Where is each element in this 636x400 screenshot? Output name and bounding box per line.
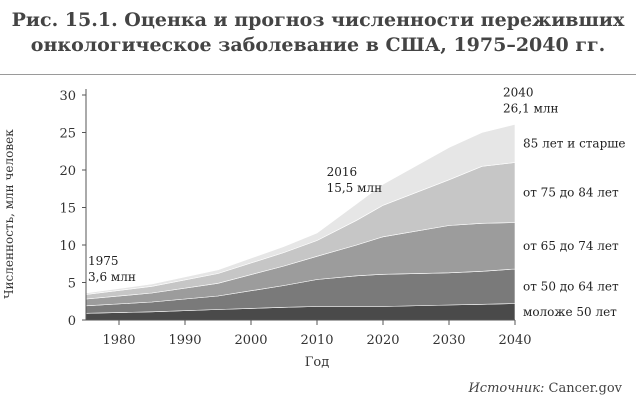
- x-tick-label: 2020: [366, 333, 399, 348]
- x-tick-label: 1990: [168, 333, 201, 348]
- series-label-2: от 50 до 64 лет: [523, 279, 619, 293]
- annotation-year: 2040: [503, 85, 534, 99]
- x-tick-label: 2010: [300, 333, 333, 348]
- axes: [85, 89, 515, 321]
- y-tick-label: 0: [68, 314, 76, 329]
- annotation-value: 26,1 млн: [503, 101, 559, 115]
- x-tick-label: 2040: [498, 333, 531, 348]
- y-tick-label: 20: [59, 164, 76, 179]
- figure-title: Рис. 15.1. Оценка и прогноз численности …: [0, 8, 636, 58]
- annotation-year: 1975: [88, 254, 119, 268]
- x-tick-label: 1980: [102, 333, 135, 348]
- annotations: 1975 3,6 млн 2016 15,5 млн 2040 26,1 млн: [88, 85, 559, 284]
- tick-labels: 0 5 10 15 20 25 30 1980 1990 2000 2010 2020 2030 2040: [59, 89, 531, 348]
- annotation-value: 15,5 млн: [327, 181, 383, 195]
- source-value: Cancer.gov: [548, 381, 622, 396]
- y-tick-label: 15: [59, 202, 76, 217]
- figure-title-line-2: онкологическое заболевание в США, 1975–2…: [30, 34, 606, 56]
- series-label-1: моложе 50 лет: [523, 305, 617, 319]
- y-tick-label: 10: [59, 239, 76, 254]
- source-label: Источник:: [468, 381, 545, 396]
- x-tick-label: 2000: [234, 333, 267, 348]
- series-label-3: от 65 до 74 лет: [523, 239, 619, 253]
- x-axis-label: Год: [305, 355, 329, 370]
- series-label-4: от 75 до 84 лет: [523, 186, 619, 200]
- y-tick-label: 5: [68, 277, 76, 292]
- x-tick-label: 2030: [432, 333, 465, 348]
- source-note: Источник: Cancer.gov: [468, 381, 622, 396]
- y-tick-label: 30: [59, 89, 76, 104]
- series-labels: моложе 50 лет от 50 до 64 лет от 65 до 74 …: [523, 136, 626, 318]
- annotation-value: 3,6 млн: [88, 270, 136, 284]
- y-tick-label: 25: [59, 127, 76, 142]
- y-axis-label: Численность, млн человек: [2, 129, 16, 299]
- area-layers: [85, 123, 516, 321]
- title-divider: [0, 74, 636, 75]
- series-label-5: 85 лет и старше: [523, 136, 626, 150]
- annotation-year: 2016: [327, 165, 358, 179]
- area-series-5: [85, 123, 516, 295]
- figure-title-line-1: Рис. 15.1. Оценка и прогноз численности …: [11, 9, 625, 31]
